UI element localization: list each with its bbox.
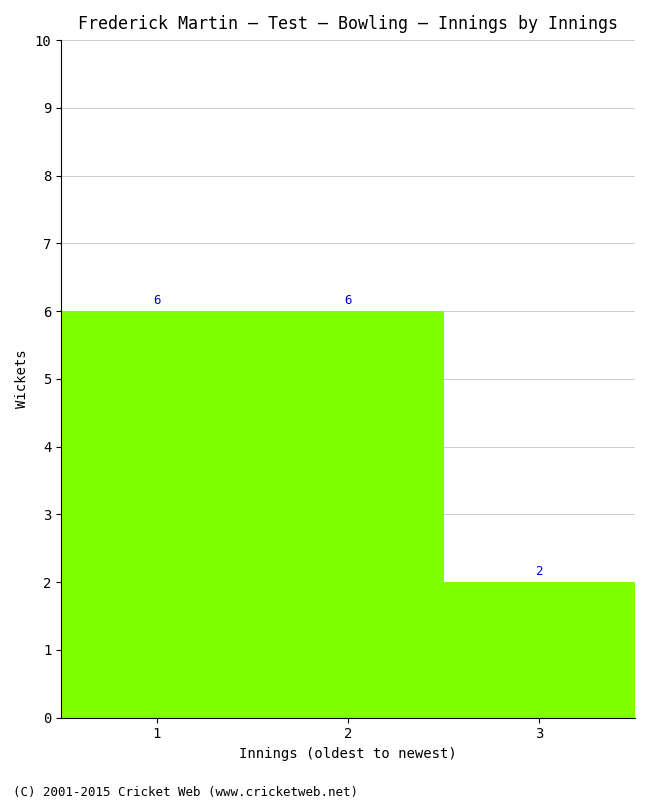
- Y-axis label: Wickets: Wickets: [15, 350, 29, 408]
- Text: 6: 6: [344, 294, 352, 307]
- Title: Frederick Martin – Test – Bowling – Innings by Innings: Frederick Martin – Test – Bowling – Inni…: [78, 15, 618, 33]
- Bar: [252, 311, 444, 718]
- Bar: [61, 311, 252, 718]
- Bar: [444, 582, 635, 718]
- Text: 6: 6: [153, 294, 161, 307]
- Text: 2: 2: [536, 565, 543, 578]
- Text: (C) 2001-2015 Cricket Web (www.cricketweb.net): (C) 2001-2015 Cricket Web (www.cricketwe…: [13, 786, 358, 799]
- X-axis label: Innings (oldest to newest): Innings (oldest to newest): [239, 747, 457, 761]
